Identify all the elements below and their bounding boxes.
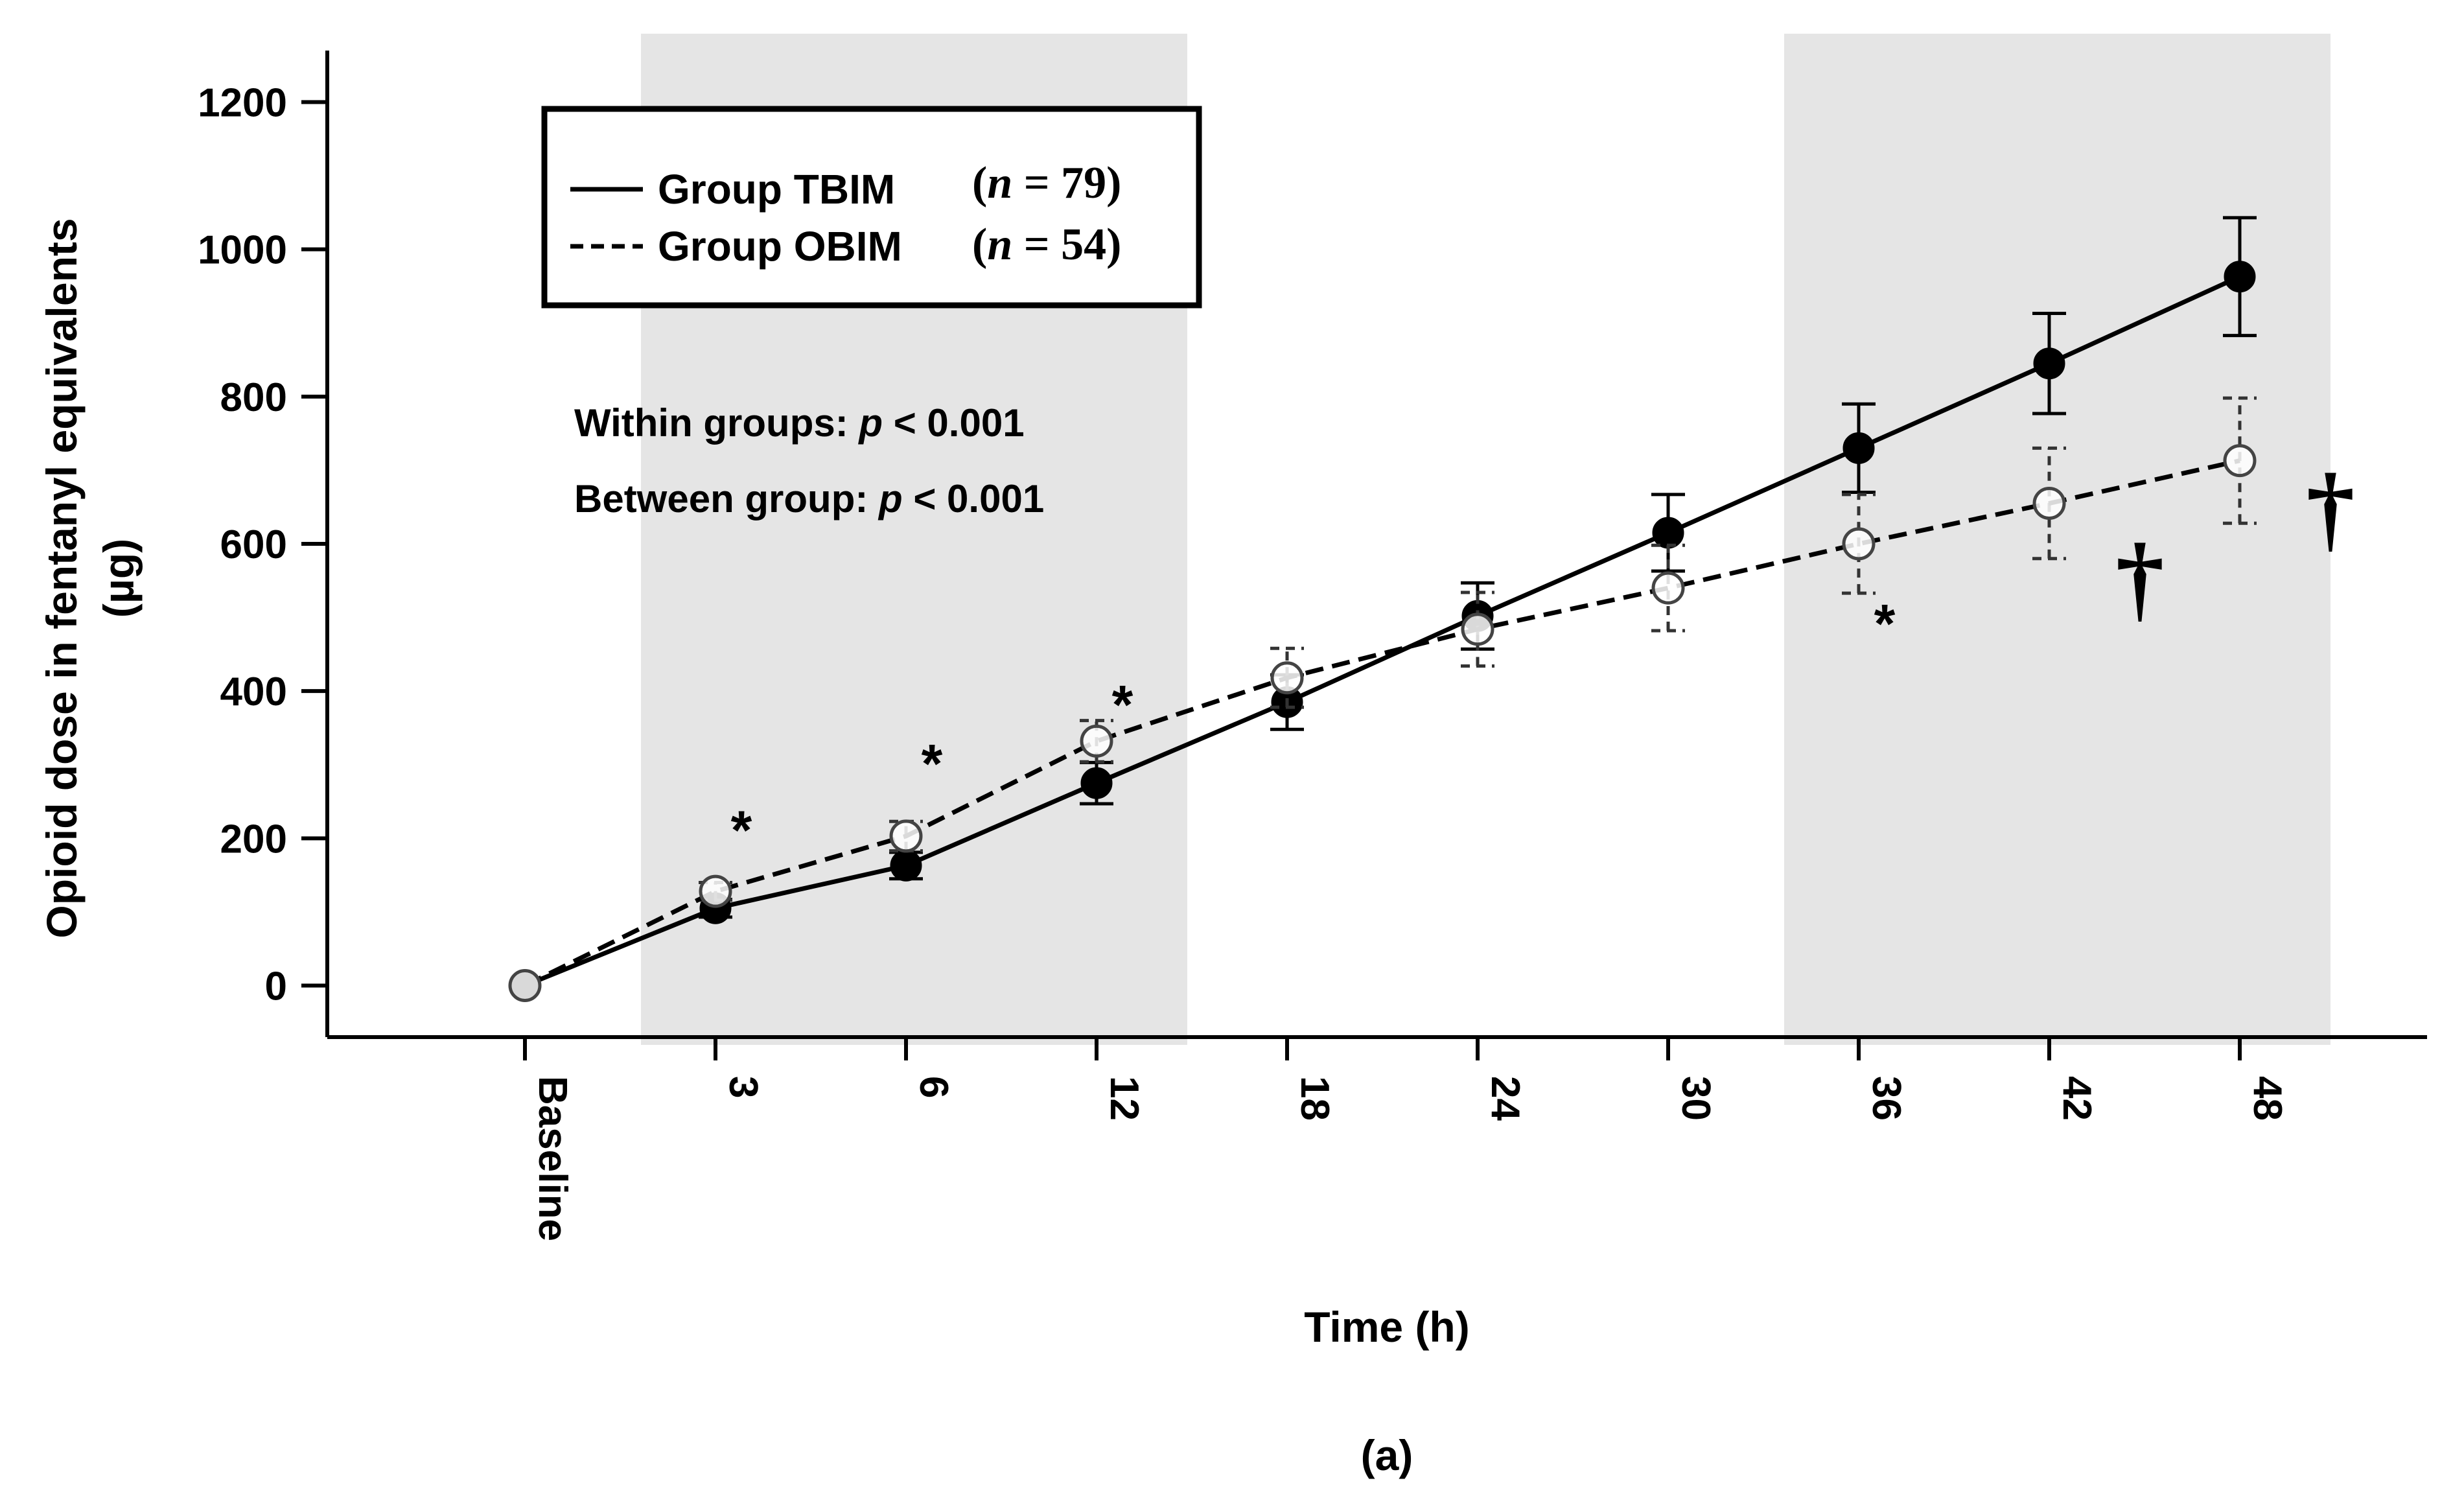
data-point <box>2033 347 2065 380</box>
data-point <box>1080 767 1113 799</box>
legend-label-obim: Group OBIM <box>658 223 902 270</box>
x-tick-label: 24 <box>1483 1076 1528 1121</box>
data-point <box>2224 261 2256 293</box>
legend-n-obim: (n = 54) <box>972 220 1121 270</box>
y-tick-label: 0 <box>265 964 287 1009</box>
data-point <box>1461 613 1494 646</box>
data-point <box>890 849 922 882</box>
annotation-within-groups: Within groups: p < 0.001 <box>574 401 1025 445</box>
x-tick-label: 12 <box>1102 1076 1146 1121</box>
x-tick-label: 3 <box>721 1076 765 1098</box>
y-tick-label: 800 <box>220 375 287 420</box>
asterisk-mark: * <box>1112 674 1133 735</box>
x-tick-label: 18 <box>1292 1076 1337 1121</box>
legend-box <box>541 106 1202 309</box>
asterisk-mark: * <box>922 733 943 794</box>
data-point <box>2223 444 2257 478</box>
data-point <box>699 874 732 908</box>
y-tick-label: 1200 <box>198 81 287 126</box>
data-point <box>1080 724 1113 758</box>
legend-label-tbim: Group TBIM <box>658 166 895 213</box>
x-tick-label: 30 <box>1673 1076 1718 1121</box>
data-point <box>1652 517 1684 549</box>
y-axis-label: Opioid dose in fentanyl equivalents <box>38 218 86 938</box>
x-tick-label: Baseline <box>530 1076 575 1241</box>
series-layer <box>508 216 2257 1002</box>
x-tick-label: 48 <box>2245 1076 2290 1121</box>
y-tick-label: 1000 <box>198 228 287 273</box>
dagger-mark: † <box>2307 454 2355 562</box>
x-tick-label: 42 <box>2054 1076 2099 1121</box>
data-point <box>1842 527 1876 561</box>
data-point <box>889 819 923 853</box>
x-axis-label: Time (h) <box>1304 1303 1469 1351</box>
x-tick-label: 6 <box>911 1076 956 1098</box>
y-tick-label: 600 <box>220 522 287 567</box>
data-point <box>1270 661 1304 695</box>
dagger-mark: † <box>2116 524 2165 631</box>
significance-marks: * * * * † † <box>731 454 2355 861</box>
legend-n-tbim: (n = 79) <box>972 158 1121 208</box>
asterisk-mark: * <box>731 799 752 860</box>
series-line <box>524 274 2241 988</box>
x-tick-label: 36 <box>1864 1076 1909 1121</box>
series-line <box>524 458 2240 988</box>
data-point <box>1842 432 1875 464</box>
data-point <box>1651 571 1685 605</box>
legend: Group TBIM (n = 79) Group OBIM (n = 54) <box>541 106 1202 309</box>
data-point <box>508 968 542 1002</box>
data-point <box>2032 487 2066 520</box>
annotation-between-group: Between group: p < 0.001 <box>574 477 1044 520</box>
asterisk-mark: * <box>1874 593 1896 654</box>
panel-label: (a) <box>1361 1431 1413 1479</box>
y-tick-label: 200 <box>220 817 287 861</box>
series-group-obim <box>508 396 2257 1002</box>
y-axis-unit: (µg) <box>95 539 143 618</box>
y-tick-label: 400 <box>220 670 287 714</box>
